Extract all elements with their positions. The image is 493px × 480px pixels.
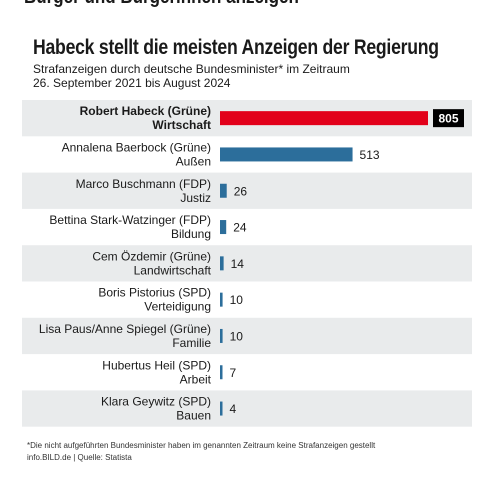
category-ministry-label: Außen: [176, 154, 211, 168]
category-name-label: Hubertus Heil (SPD): [102, 358, 211, 372]
category-ministry-label: Landwirtschaft: [134, 263, 212, 277]
bar: [220, 111, 428, 126]
footnote-text: *Die nicht aufgeführten Bundesminister h…: [27, 441, 376, 450]
value-label-background: [433, 109, 464, 128]
bar-chart: Robert Habeck (Grüne)Wirtschaft 805 Annale…: [22, 100, 472, 427]
category-name-label: Marco Buschmann (FDP): [76, 177, 211, 191]
category-name-label: Boris Pistorius (SPD): [98, 286, 211, 300]
category-ministry-label: Bildung: [171, 227, 211, 241]
chart-footnote: *Die nicht aufgeführten Bundesminister h…: [27, 440, 375, 464]
bar: [220, 147, 353, 162]
previous-headline-fragment: Bürger und Bürgerinnen anzeigen: [24, 0, 299, 9]
value-label: 805: [438, 112, 458, 126]
bar: [220, 328, 223, 343]
value-label: 10: [230, 293, 244, 307]
row-band: [22, 172, 472, 209]
bar: [220, 401, 223, 416]
row-band: [22, 245, 472, 282]
value-label: 24: [233, 221, 247, 235]
category-ministry-label: Bauen: [176, 409, 211, 423]
source-text: info.BILD.de | Quelle: Statista: [27, 453, 132, 462]
category-name-label: Cem Özdemir (Grüne): [92, 249, 211, 263]
subtitle-line-2: 26. September 2021 bis August 2024: [33, 76, 231, 90]
bar: [220, 365, 223, 380]
bar: [220, 292, 223, 307]
value-label: 26: [234, 184, 248, 198]
category-name-label: Lisa Paus/Anne Spiegel (Grüne): [39, 322, 211, 336]
category-name-label: Bettina Stark-Watzinger (FDP): [49, 213, 211, 227]
chart-title: Habeck stellt die meisten Anzeigen der R…: [33, 36, 439, 59]
value-label: 14: [231, 257, 245, 271]
row-band: [22, 317, 472, 355]
category-name-label: Klara Geywitz (SPD): [101, 395, 211, 409]
subtitle-line-1: Strafanzeigen durch deutsche Bundesminis…: [33, 62, 350, 76]
value-label: 4: [230, 402, 237, 416]
bar: [220, 183, 227, 198]
category-name-label: Robert Habeck (Grüne): [80, 104, 211, 118]
category-ministry-label: Familie: [172, 336, 211, 350]
bar: [220, 256, 224, 271]
category-ministry-label: Arbeit: [180, 372, 212, 386]
category-ministry-label: Verteidigung: [144, 300, 211, 314]
category-name-label: Annalena Baerbock (Grüne): [62, 140, 211, 154]
category-ministry-label: Wirtschaft: [152, 118, 211, 132]
chart-subtitle: Strafanzeigen durch deutsche Bundesminis…: [33, 62, 350, 90]
value-label: 513: [360, 148, 380, 162]
value-label: 10: [230, 329, 244, 343]
category-ministry-label: Justiz: [180, 191, 211, 205]
bar: [220, 220, 227, 235]
row-band: [22, 390, 472, 427]
value-label: 7: [230, 366, 237, 380]
